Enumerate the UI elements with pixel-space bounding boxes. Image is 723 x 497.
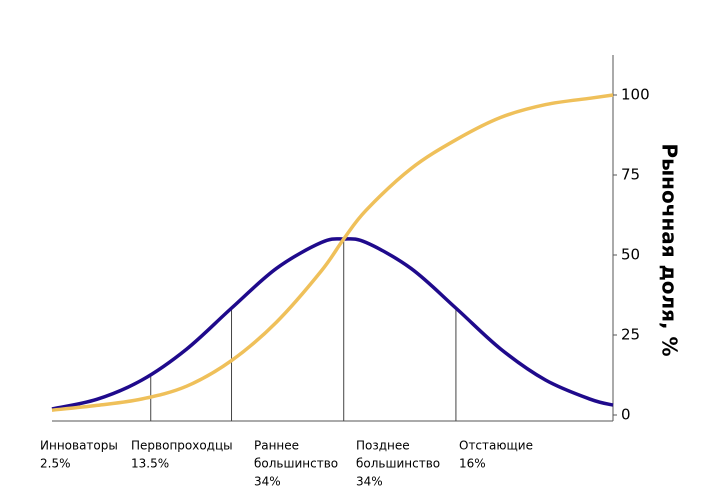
segment-share: 34% [254,475,281,489]
segment-share: 2.5% [40,457,71,471]
series-line [51,237,614,411]
y-axis-title: Рыночная доля, % [658,143,682,356]
segment-share: 16% [459,457,486,471]
segment-label: большинство [356,457,440,471]
y-tick-label: 100 [621,86,650,104]
segment-share: 13.5% [131,457,169,471]
segment-label: большинство [254,457,338,471]
y-tick-label: 50 [621,246,640,264]
segment-label: Позднее [356,439,410,453]
segment-label: Отстающие [459,439,533,453]
y-tick-label: 75 [621,166,640,184]
y-tick-label: 0 [621,406,631,424]
segment-label: Первопроходцы [131,439,233,453]
y-tick-label: 25 [621,326,640,344]
segment-label: Раннее [254,439,299,453]
series-line [51,93,614,412]
segment-share: 34% [356,475,383,489]
segment-label: Инноваторы [40,439,118,453]
